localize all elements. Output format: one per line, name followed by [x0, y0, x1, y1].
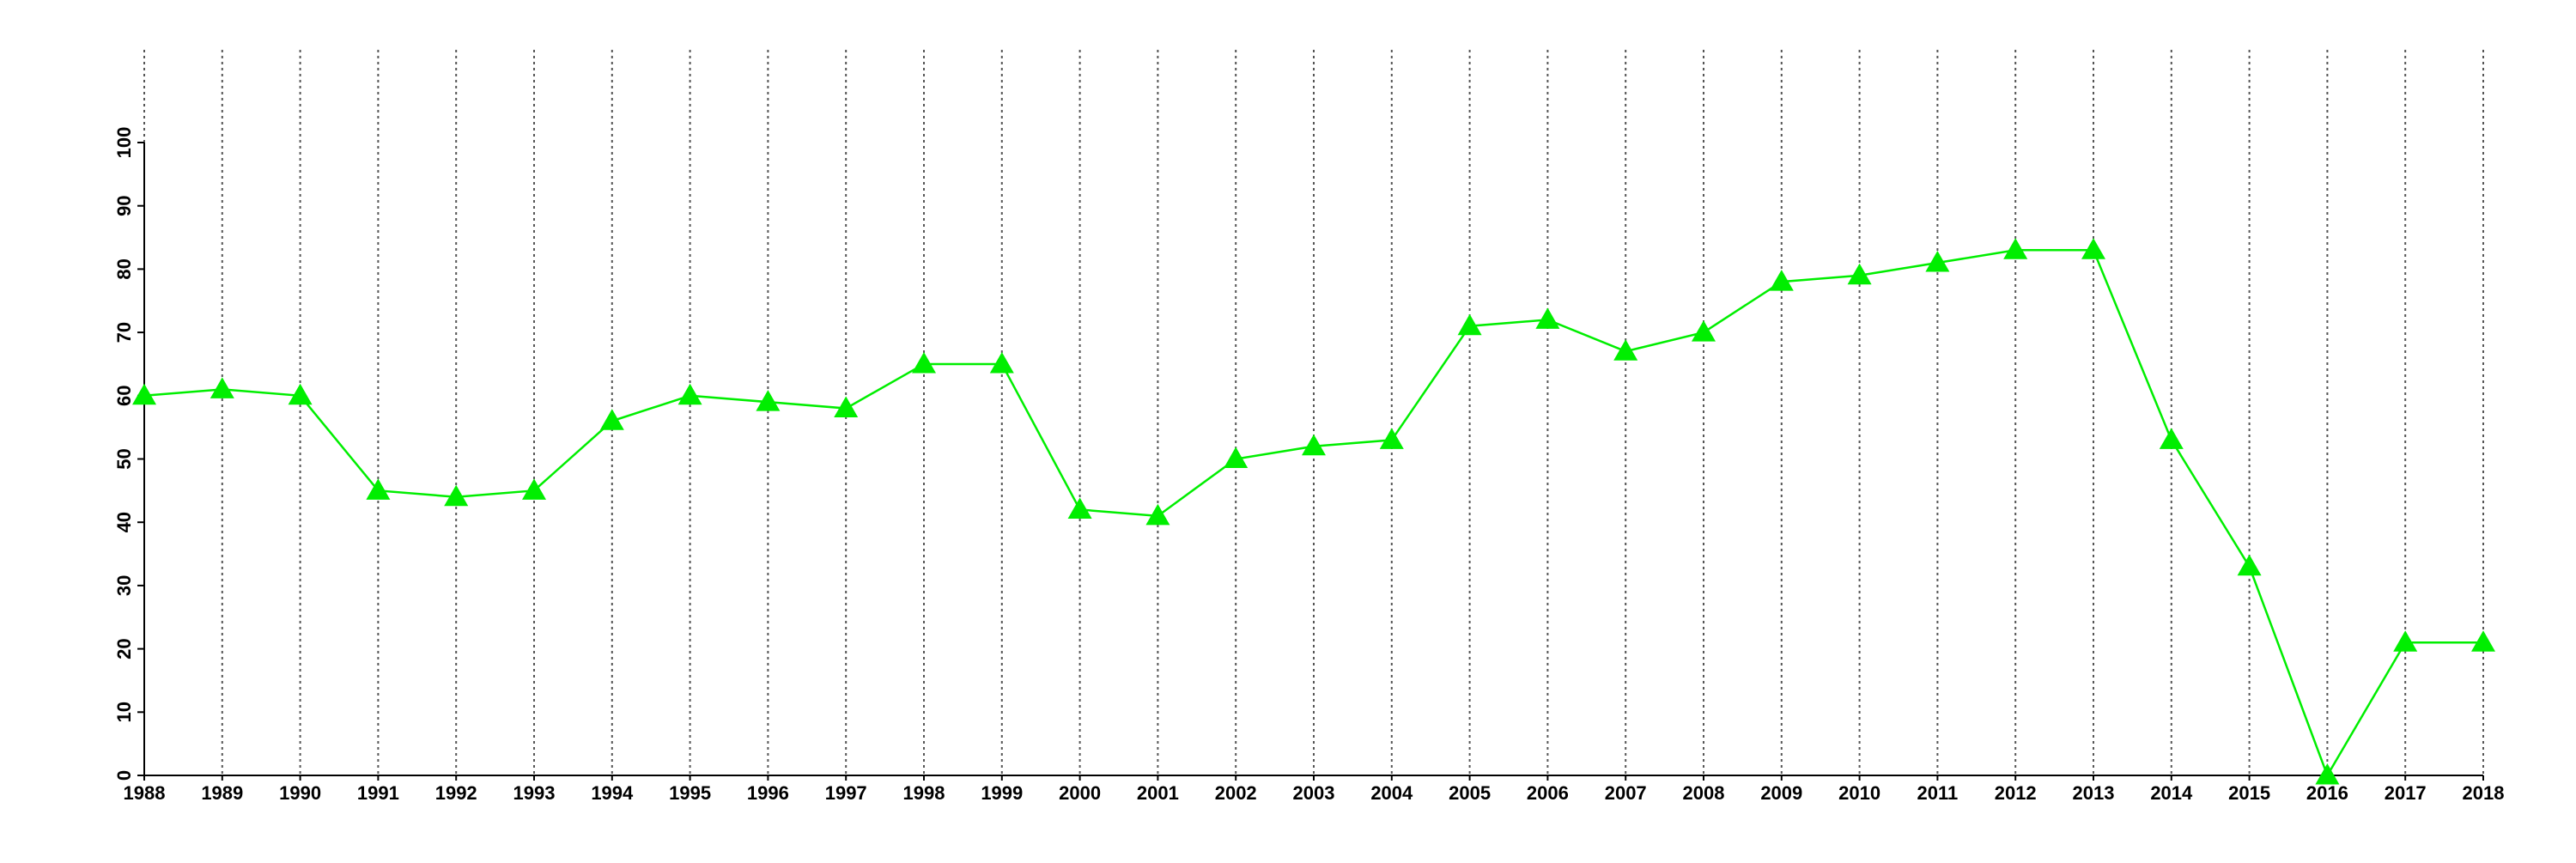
x-tick-label: 1989 — [201, 782, 243, 804]
data-point — [1692, 320, 1716, 342]
x-tick-label: 2017 — [2385, 782, 2427, 804]
data-point — [1457, 313, 1482, 336]
x-tick-label: 1996 — [747, 782, 789, 804]
data-point — [2081, 238, 2105, 259]
y-tick-label: 90 — [113, 195, 135, 216]
y-tick-label: 0 — [113, 770, 135, 781]
x-tick-label: 1997 — [825, 782, 867, 804]
data-point — [1302, 434, 1326, 456]
x-tick-label: 2002 — [1215, 782, 1257, 804]
data-point — [989, 351, 1014, 374]
data-point — [677, 383, 702, 405]
data-point — [444, 484, 469, 507]
x-tick-label: 2016 — [2306, 782, 2348, 804]
x-tick-label: 2013 — [2073, 782, 2115, 804]
x-tick-label: 2015 — [2228, 782, 2270, 804]
data-point — [2315, 763, 2340, 785]
y-tick-label: 70 — [113, 322, 135, 343]
x-tick-label: 1991 — [357, 782, 399, 804]
x-tick-label: 1998 — [903, 782, 945, 804]
x-tick-label: 2011 — [1917, 782, 1959, 804]
data-point — [1379, 428, 1404, 449]
x-tick-label: 1992 — [435, 782, 477, 804]
x-tick-label: 2014 — [2150, 782, 2193, 804]
data-point — [132, 383, 156, 405]
y-tick-label: 20 — [113, 638, 135, 659]
x-tick-label: 1993 — [513, 782, 556, 804]
data-point — [366, 478, 391, 500]
x-tick-label: 2004 — [1370, 782, 1413, 804]
x-tick-label: 1990 — [279, 782, 321, 804]
data-point — [1224, 447, 1249, 468]
y-tick-label: 40 — [113, 512, 135, 532]
data-point — [756, 390, 781, 411]
y-tick-label: 60 — [113, 386, 135, 406]
data-point — [912, 351, 936, 374]
x-tick-label: 2007 — [1605, 782, 1647, 804]
data-point — [2159, 428, 2184, 449]
data-point — [834, 396, 859, 418]
data-point — [2393, 630, 2418, 652]
data-point — [1925, 251, 1950, 272]
data-point — [599, 409, 624, 430]
x-tick-label: 2001 — [1137, 782, 1179, 804]
x-tick-label: 2003 — [1293, 782, 1335, 804]
x-tick-label: 1994 — [591, 782, 634, 804]
data-point — [2237, 554, 2262, 576]
data-point — [1067, 497, 1092, 519]
x-tick-label: 1988 — [124, 782, 166, 804]
x-tick-label: 2009 — [1760, 782, 1802, 804]
y-tick-label: 100 — [113, 127, 135, 159]
y-tick-label: 50 — [113, 448, 135, 469]
data-point — [1847, 263, 1872, 285]
x-tick-label: 1999 — [981, 782, 1023, 804]
data-point — [288, 383, 313, 405]
y-tick-label: 10 — [113, 702, 135, 722]
x-tick-label: 1995 — [669, 782, 711, 804]
x-tick-label: 2000 — [1059, 782, 1101, 804]
data-point — [1613, 339, 1638, 361]
x-tick-label: 2008 — [1683, 782, 1725, 804]
y-tick-label: 30 — [113, 575, 135, 596]
data-point — [1769, 270, 1794, 291]
data-point — [2003, 238, 2028, 259]
x-tick-label: 2005 — [1449, 782, 1491, 804]
x-tick-label: 2006 — [1527, 782, 1569, 804]
data-point — [522, 478, 546, 500]
data-point — [1145, 503, 1170, 526]
x-tick-label: 2012 — [1995, 782, 2037, 804]
data-point — [2471, 630, 2495, 652]
y-tick-label: 80 — [113, 258, 135, 279]
data-point — [1535, 307, 1560, 329]
x-tick-label: 2010 — [1838, 782, 1880, 804]
data-point — [210, 377, 234, 398]
x-tick-label: 2018 — [2463, 782, 2505, 804]
